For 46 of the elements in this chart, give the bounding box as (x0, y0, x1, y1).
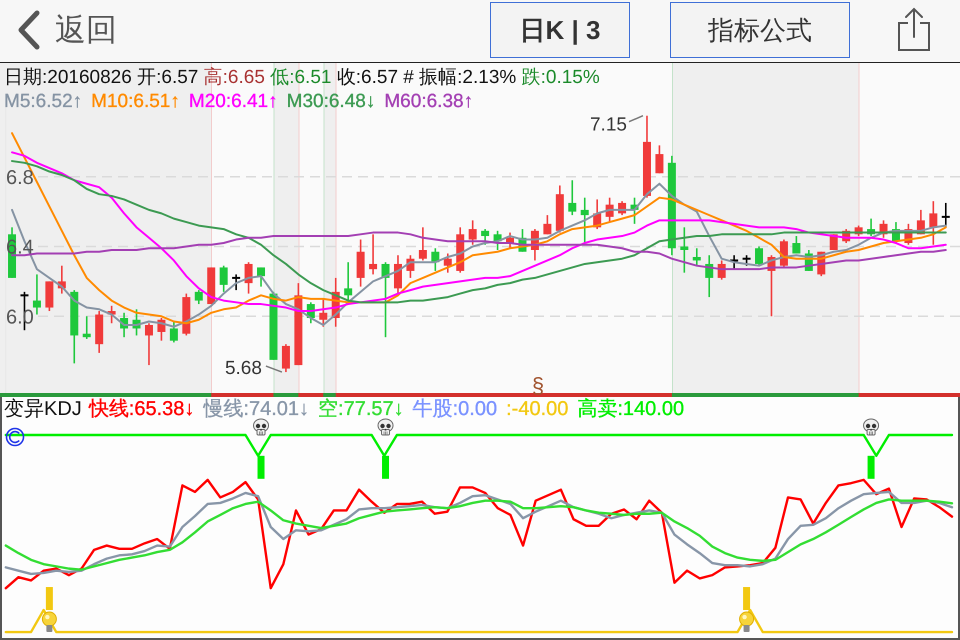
candlestick (232, 274, 240, 291)
text: 慢线:74.01↓ (203, 397, 310, 421)
candlestick (742, 254, 751, 266)
chart-subtitle: 日期:20160826 开:6.57 高:6.65 低:6.51 收:6.57 # 振幅:2.13% 跌:0.15% (4, 67, 600, 88)
button: 指标公式 (670, 2, 850, 58)
text: M60:6.38↑ (384, 90, 474, 114)
annotation: § (532, 373, 544, 398)
series-label: 高卖:140.00 (577, 397, 684, 421)
text: :-40.00 (506, 397, 568, 421)
text: 快线:65.38↓ (88, 397, 194, 421)
candlestick (194, 289, 203, 305)
candlestick (481, 228, 490, 246)
candlestick (755, 246, 764, 266)
candlestick (792, 235, 800, 254)
candlestick (369, 234, 378, 276)
button: 日K | 3 (490, 2, 630, 58)
candlestick (82, 315, 91, 340)
candlestick (418, 226, 427, 262)
text: 返回 (55, 12, 117, 47)
candlestick (655, 144, 664, 174)
text: M30:6.48↓ (286, 90, 376, 114)
candlestick (282, 343, 290, 373)
candlestick (257, 266, 266, 288)
candlestick (344, 261, 352, 302)
candlestick (580, 196, 589, 244)
candlestick (692, 247, 701, 266)
candlestick (319, 298, 328, 328)
chart-title: 变异KDJ (4, 397, 82, 421)
candlestick (144, 322, 153, 366)
candlestick (680, 226, 688, 274)
annotation: 7.15 (590, 114, 627, 136)
candlestick (444, 252, 452, 274)
candlestick (543, 214, 552, 236)
candlestick (32, 274, 41, 316)
text: M20:6.41↑ (188, 90, 278, 114)
candlestick (170, 320, 178, 344)
candlestick (568, 179, 576, 216)
y-tick-label: 6.8 (6, 166, 34, 189)
candlestick (468, 220, 477, 246)
text: M10:6.51↑ (91, 90, 180, 114)
text: 空:77.57↓ (318, 397, 404, 421)
candlestick (929, 200, 938, 246)
legend-label: 牛股:0.00 (412, 397, 498, 421)
annotation: 5.68 (224, 358, 262, 380)
text: M5:6.52↑ (4, 90, 82, 114)
candlestick (220, 264, 228, 293)
